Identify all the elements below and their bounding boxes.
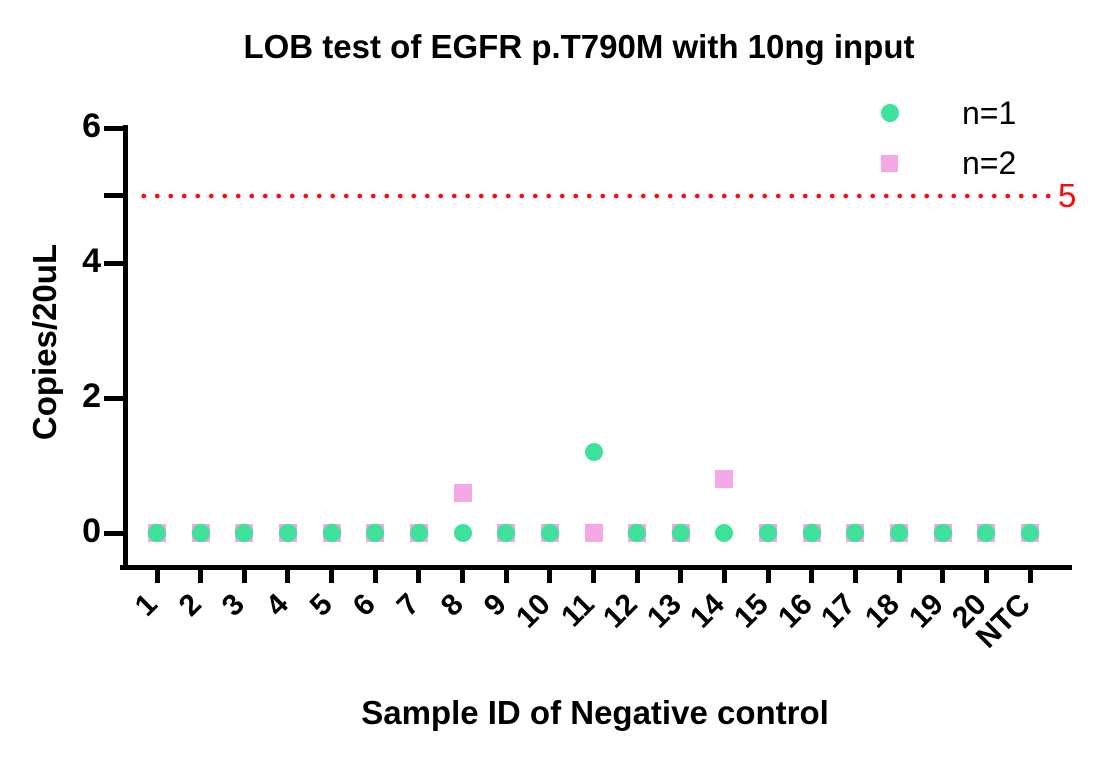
x-tick: [1027, 570, 1033, 583]
x-tick: [372, 570, 378, 583]
y-tick-label: 2: [82, 377, 101, 415]
x-tick: [241, 570, 247, 583]
data-point-circle: [409, 524, 428, 542]
legend-label-n2: n=2: [962, 145, 1017, 181]
data-point-circle: [453, 524, 472, 542]
data-point-circle: [235, 524, 254, 542]
x-tick: [416, 570, 422, 583]
x-tick: [503, 570, 509, 583]
data-point-circle: [802, 524, 821, 542]
x-tick: [634, 570, 640, 583]
x-axis-title: Sample ID of Negative control: [361, 694, 829, 731]
x-axis-line: [120, 565, 1072, 570]
x-tick: [809, 570, 815, 583]
data-point-circle: [191, 524, 210, 542]
circle-marker-icon: [881, 104, 899, 122]
data-point-circle: [278, 524, 297, 542]
y-tick: [104, 260, 123, 266]
y-tick: [104, 395, 123, 401]
data-point-circle: [759, 524, 778, 542]
x-tick: [852, 570, 858, 583]
x-tick: [896, 570, 902, 583]
data-point-circle: [890, 524, 909, 542]
data-point-square: [453, 483, 472, 502]
x-tick: [983, 570, 989, 583]
x-tick: [678, 570, 684, 583]
y-tick: [104, 125, 123, 131]
x-tick: [329, 570, 335, 583]
y-tick-unlabeled: [104, 193, 123, 198]
data-point-circle: [540, 524, 559, 542]
x-tick: [460, 570, 466, 583]
x-tick: [285, 570, 291, 583]
data-point-circle: [148, 524, 166, 542]
y-axis-line: [122, 125, 128, 570]
threshold-label: 5: [1058, 176, 1077, 214]
data-point-circle: [497, 524, 516, 542]
data-point-circle: [366, 524, 385, 542]
legend-label-n1: n=1: [962, 95, 1017, 131]
y-tick: [104, 530, 123, 536]
data-point-square: [584, 524, 603, 542]
y-tick-label: 6: [82, 107, 101, 145]
x-tick: [765, 570, 771, 583]
data-point-circle: [584, 443, 603, 461]
x-tick: [591, 570, 596, 583]
y-tick-label: 4: [82, 242, 101, 280]
data-point-circle: [322, 524, 341, 542]
square-marker-icon: [881, 154, 898, 172]
data-point-circle: [1021, 524, 1039, 542]
data-point-square: [715, 470, 734, 488]
x-tick: [547, 570, 553, 583]
chart-title: LOB test of EGFR p.T790M with 10ng input: [243, 28, 915, 65]
x-tick: [198, 570, 204, 583]
x-tick: [154, 570, 160, 583]
x-tick: [721, 570, 727, 583]
threshold-line: [137, 192, 1055, 199]
y-axis-title: Copies/20uL: [26, 243, 63, 441]
data-point-circle: [628, 524, 647, 542]
data-point-circle: [715, 524, 734, 542]
data-point-circle: [933, 524, 952, 542]
data-point-circle: [977, 524, 996, 542]
data-point-circle: [671, 524, 690, 542]
data-point-circle: [846, 524, 865, 542]
x-tick: [940, 570, 946, 583]
y-tick-label: 0: [82, 512, 101, 550]
